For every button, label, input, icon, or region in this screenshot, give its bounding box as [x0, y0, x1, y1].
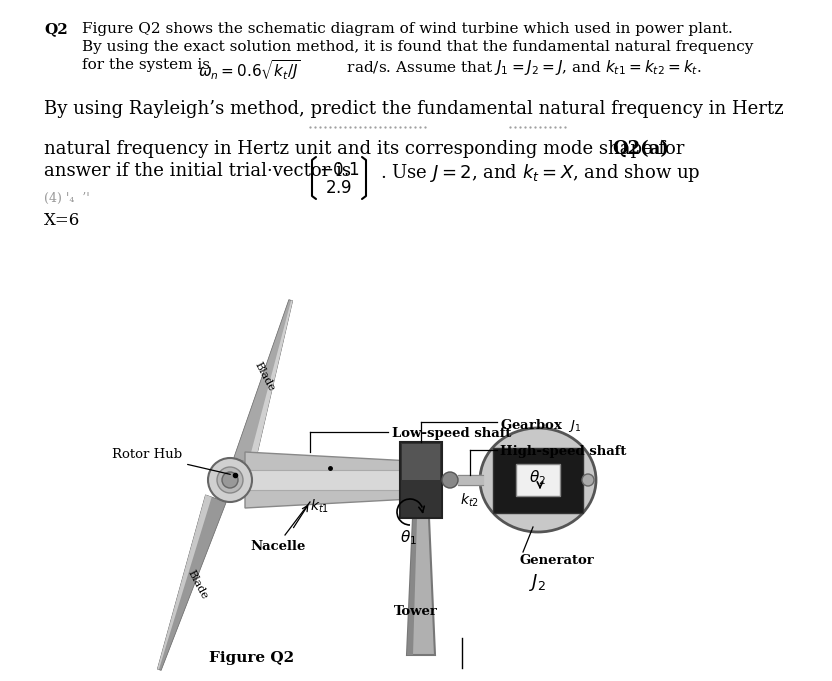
- Text: $k_{t1}$: $k_{t1}$: [310, 498, 329, 516]
- FancyBboxPatch shape: [402, 444, 440, 480]
- Circle shape: [222, 472, 238, 488]
- Text: Tower: Tower: [394, 605, 438, 618]
- Text: $k_{t2}$: $k_{t2}$: [460, 492, 479, 509]
- Text: Blade: Blade: [186, 569, 210, 601]
- Polygon shape: [157, 495, 211, 669]
- Text: Figure Q2: Figure Q2: [210, 651, 295, 665]
- Polygon shape: [157, 495, 226, 670]
- Text: High-speed shaft: High-speed shaft: [500, 445, 626, 458]
- FancyBboxPatch shape: [493, 448, 583, 513]
- Text: Low-speed shaft: Low-speed shaft: [392, 427, 512, 440]
- Text: natural frequency in Hertz unit and its corresponding mode shape for: natural frequency in Hertz unit and its …: [44, 140, 690, 158]
- Polygon shape: [234, 300, 293, 464]
- FancyBboxPatch shape: [516, 464, 560, 496]
- Text: $2.9$: $2.9$: [325, 180, 353, 197]
- Circle shape: [442, 472, 458, 488]
- Text: answer if the initial trial·vector is: answer if the initial trial·vector is: [44, 162, 357, 180]
- Text: By using the exact solution method, it is found that the fundamental natural fre: By using the exact solution method, it i…: [82, 40, 753, 54]
- Text: $\theta_2$: $\theta_2$: [529, 469, 547, 488]
- Text: By using Rayleigh’s method, predict the fundamental natural frequency in Hertz: By using Rayleigh’s method, predict the …: [44, 100, 784, 118]
- Text: X=6: X=6: [44, 212, 80, 229]
- Circle shape: [217, 467, 243, 493]
- Text: (4) '₄  ’': (4) '₄ ’': [44, 192, 90, 205]
- Ellipse shape: [480, 428, 596, 532]
- Text: rad/s. Assume that $J_1 =J_2 = J$, and $k_{t1} = k_{t2} = k_t$.: rad/s. Assume that $J_1 =J_2 = J$, and $…: [342, 58, 702, 77]
- Polygon shape: [407, 518, 435, 655]
- Text: Q2(a): Q2(a): [612, 140, 669, 158]
- Text: Rotor Hub: Rotor Hub: [112, 449, 230, 475]
- Text: $\omega_n = 0.6\sqrt{k_t/J}$: $\omega_n = 0.6\sqrt{k_t/J}$: [198, 58, 301, 82]
- Text: Figure Q2 shows the schematic diagram of wind turbine which used in power plant.: Figure Q2 shows the schematic diagram of…: [82, 22, 733, 36]
- Text: Nacelle: Nacelle: [250, 540, 305, 553]
- Text: Generator: Generator: [520, 554, 595, 567]
- Circle shape: [582, 474, 594, 486]
- Text: $J_2$: $J_2$: [529, 572, 547, 593]
- Text: $\theta_1$: $\theta_1$: [400, 528, 418, 547]
- Polygon shape: [245, 452, 430, 508]
- Text: for the system is: for the system is: [82, 58, 215, 72]
- Text: $-0.1$: $-0.1$: [319, 162, 359, 179]
- Text: . Use $J = 2$, and $k_t = X$, and show up: . Use $J = 2$, and $k_t = X$, and show u…: [380, 162, 701, 184]
- Text: Gearbox  $J_1$: Gearbox $J_1$: [500, 417, 582, 434]
- Text: Q2: Q2: [44, 22, 67, 36]
- Circle shape: [208, 458, 252, 502]
- Polygon shape: [249, 300, 293, 464]
- FancyBboxPatch shape: [400, 442, 442, 518]
- Polygon shape: [407, 518, 417, 655]
- Text: Blade: Blade: [253, 361, 277, 394]
- Polygon shape: [245, 470, 405, 490]
